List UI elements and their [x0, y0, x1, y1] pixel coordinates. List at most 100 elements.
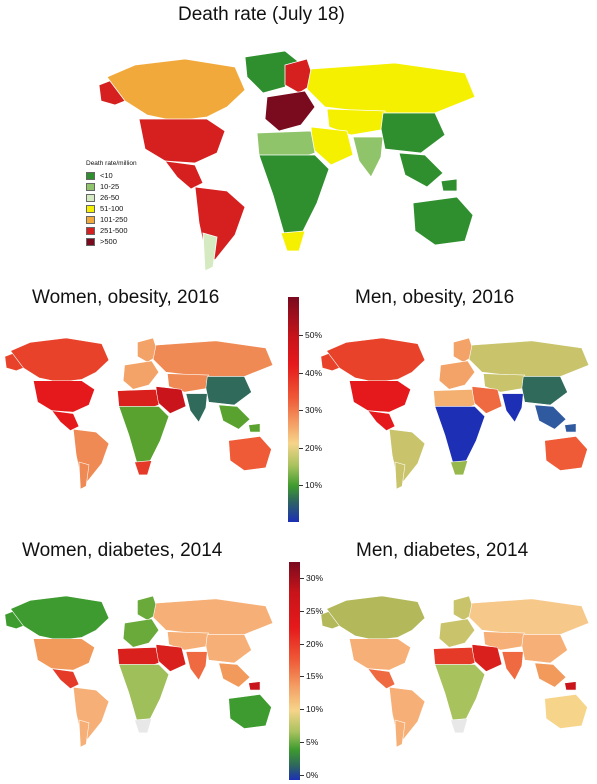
region-australia	[228, 694, 272, 729]
region-south-america	[72, 686, 110, 740]
region-europe	[438, 360, 476, 390]
legend-label: 51-100	[100, 204, 124, 213]
colorbar-tick-label: 50%	[305, 330, 323, 340]
obesity-colorbar	[288, 297, 299, 522]
men-diabetes-title: Men, diabetes, 2014	[356, 540, 529, 561]
colorbar-tick-label: 10%	[306, 704, 324, 715]
region-southeast-asia	[534, 662, 567, 688]
region-australia	[228, 436, 272, 471]
colorbar-tick-label: 20%	[306, 638, 324, 649]
colorbar-tick-label: 0%	[306, 769, 319, 780]
diabetes-colorbar	[289, 562, 300, 780]
region-india	[501, 651, 524, 681]
region-central-america	[367, 668, 396, 690]
region-png	[564, 681, 577, 691]
legend-label: >500	[100, 237, 117, 246]
region-north-america	[326, 337, 426, 383]
region-north-america	[10, 595, 110, 641]
region-australia	[544, 694, 588, 729]
region-india	[185, 651, 208, 681]
region-southeast-asia	[398, 152, 444, 188]
colorbar-tick	[300, 742, 304, 743]
region-australia	[544, 436, 588, 471]
region-central-asia	[483, 373, 527, 393]
legend-item: 251-500	[86, 225, 160, 236]
region-russia	[468, 598, 590, 635]
region-china	[205, 634, 252, 664]
region-china	[521, 634, 568, 664]
legend-label: 251-500	[100, 226, 128, 235]
legend-swatch	[86, 226, 95, 235]
region-africa	[258, 154, 330, 238]
region-usa	[33, 638, 96, 671]
legend-swatch	[86, 204, 95, 213]
region-north-america	[106, 58, 246, 122]
legend-title: Death rate/million	[86, 160, 137, 167]
region-africa	[434, 406, 486, 466]
region-europe	[122, 360, 160, 390]
legend-label: 26-50	[100, 193, 120, 202]
legend-label: 101-250	[100, 215, 128, 224]
region-usa	[349, 380, 412, 413]
colorbar-tick	[300, 610, 304, 612]
colorbar-tick	[299, 335, 303, 336]
region-southeast-asia	[534, 404, 567, 430]
region-russia	[468, 340, 590, 377]
colorbar-tick-label: 30%	[305, 405, 323, 415]
region-india	[352, 136, 384, 178]
colorbar-tick-label: 15%	[306, 671, 324, 682]
region-north-america	[326, 595, 426, 641]
region-africa	[118, 406, 170, 466]
region-china	[380, 112, 446, 154]
region-russia	[152, 598, 274, 635]
legend-label: 10-25	[100, 182, 120, 191]
region-central-asia	[326, 108, 388, 136]
legend-swatch	[86, 237, 95, 246]
legend-label: <10	[100, 171, 113, 180]
region-south-africa	[280, 230, 306, 252]
legend-item: >500	[86, 236, 160, 247]
colorbar-tick-label: 10%	[305, 480, 323, 490]
region-india	[185, 393, 208, 423]
region-south-america	[388, 428, 426, 482]
region-china	[205, 376, 252, 406]
men-obesity-title: Men, obesity, 2016	[355, 287, 515, 308]
legend-item: 10-25	[86, 181, 160, 192]
colorbar-tick	[299, 372, 303, 374]
region-south-africa	[450, 718, 469, 734]
region-south-america-south	[394, 461, 406, 490]
region-south-america-south	[78, 719, 90, 748]
colorbar-tick-label: 30%	[306, 573, 324, 583]
legend-swatch	[86, 193, 95, 202]
region-southeast-asia	[218, 662, 251, 688]
women-obesity-map	[4, 332, 274, 490]
region-north-america	[10, 337, 110, 383]
region-central-america	[164, 160, 204, 190]
region-central-america	[51, 410, 80, 432]
region-south-america	[194, 186, 246, 261]
region-europe	[264, 90, 316, 132]
legend-item: 101-250	[86, 214, 160, 225]
region-south-america	[72, 428, 110, 482]
region-south-america-south	[394, 719, 406, 748]
colorbar-tick	[299, 410, 303, 411]
legend-swatch	[86, 182, 95, 191]
region-europe	[122, 618, 160, 648]
region-png	[248, 681, 261, 691]
men-diabetes-map	[320, 590, 590, 748]
colorbar-tick-label: 5%	[306, 737, 319, 747]
region-europe	[438, 618, 476, 648]
legend-swatch	[86, 215, 95, 224]
women-diabetes-map	[4, 590, 274, 748]
colorbar-tick	[299, 447, 303, 449]
colorbar-tick	[300, 774, 304, 776]
colorbar-tick-label: 20%	[305, 442, 323, 453]
region-central-asia	[167, 631, 211, 651]
region-australia	[412, 196, 474, 246]
region-usa	[349, 638, 412, 671]
region-central-america	[367, 410, 396, 432]
region-usa	[138, 118, 226, 164]
region-central-asia	[167, 373, 211, 393]
region-southeast-asia	[218, 404, 251, 430]
women-obesity-title: Women, obesity, 2016	[32, 287, 220, 308]
